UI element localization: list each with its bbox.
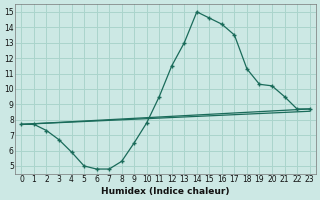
X-axis label: Humidex (Indice chaleur): Humidex (Indice chaleur)	[101, 187, 230, 196]
